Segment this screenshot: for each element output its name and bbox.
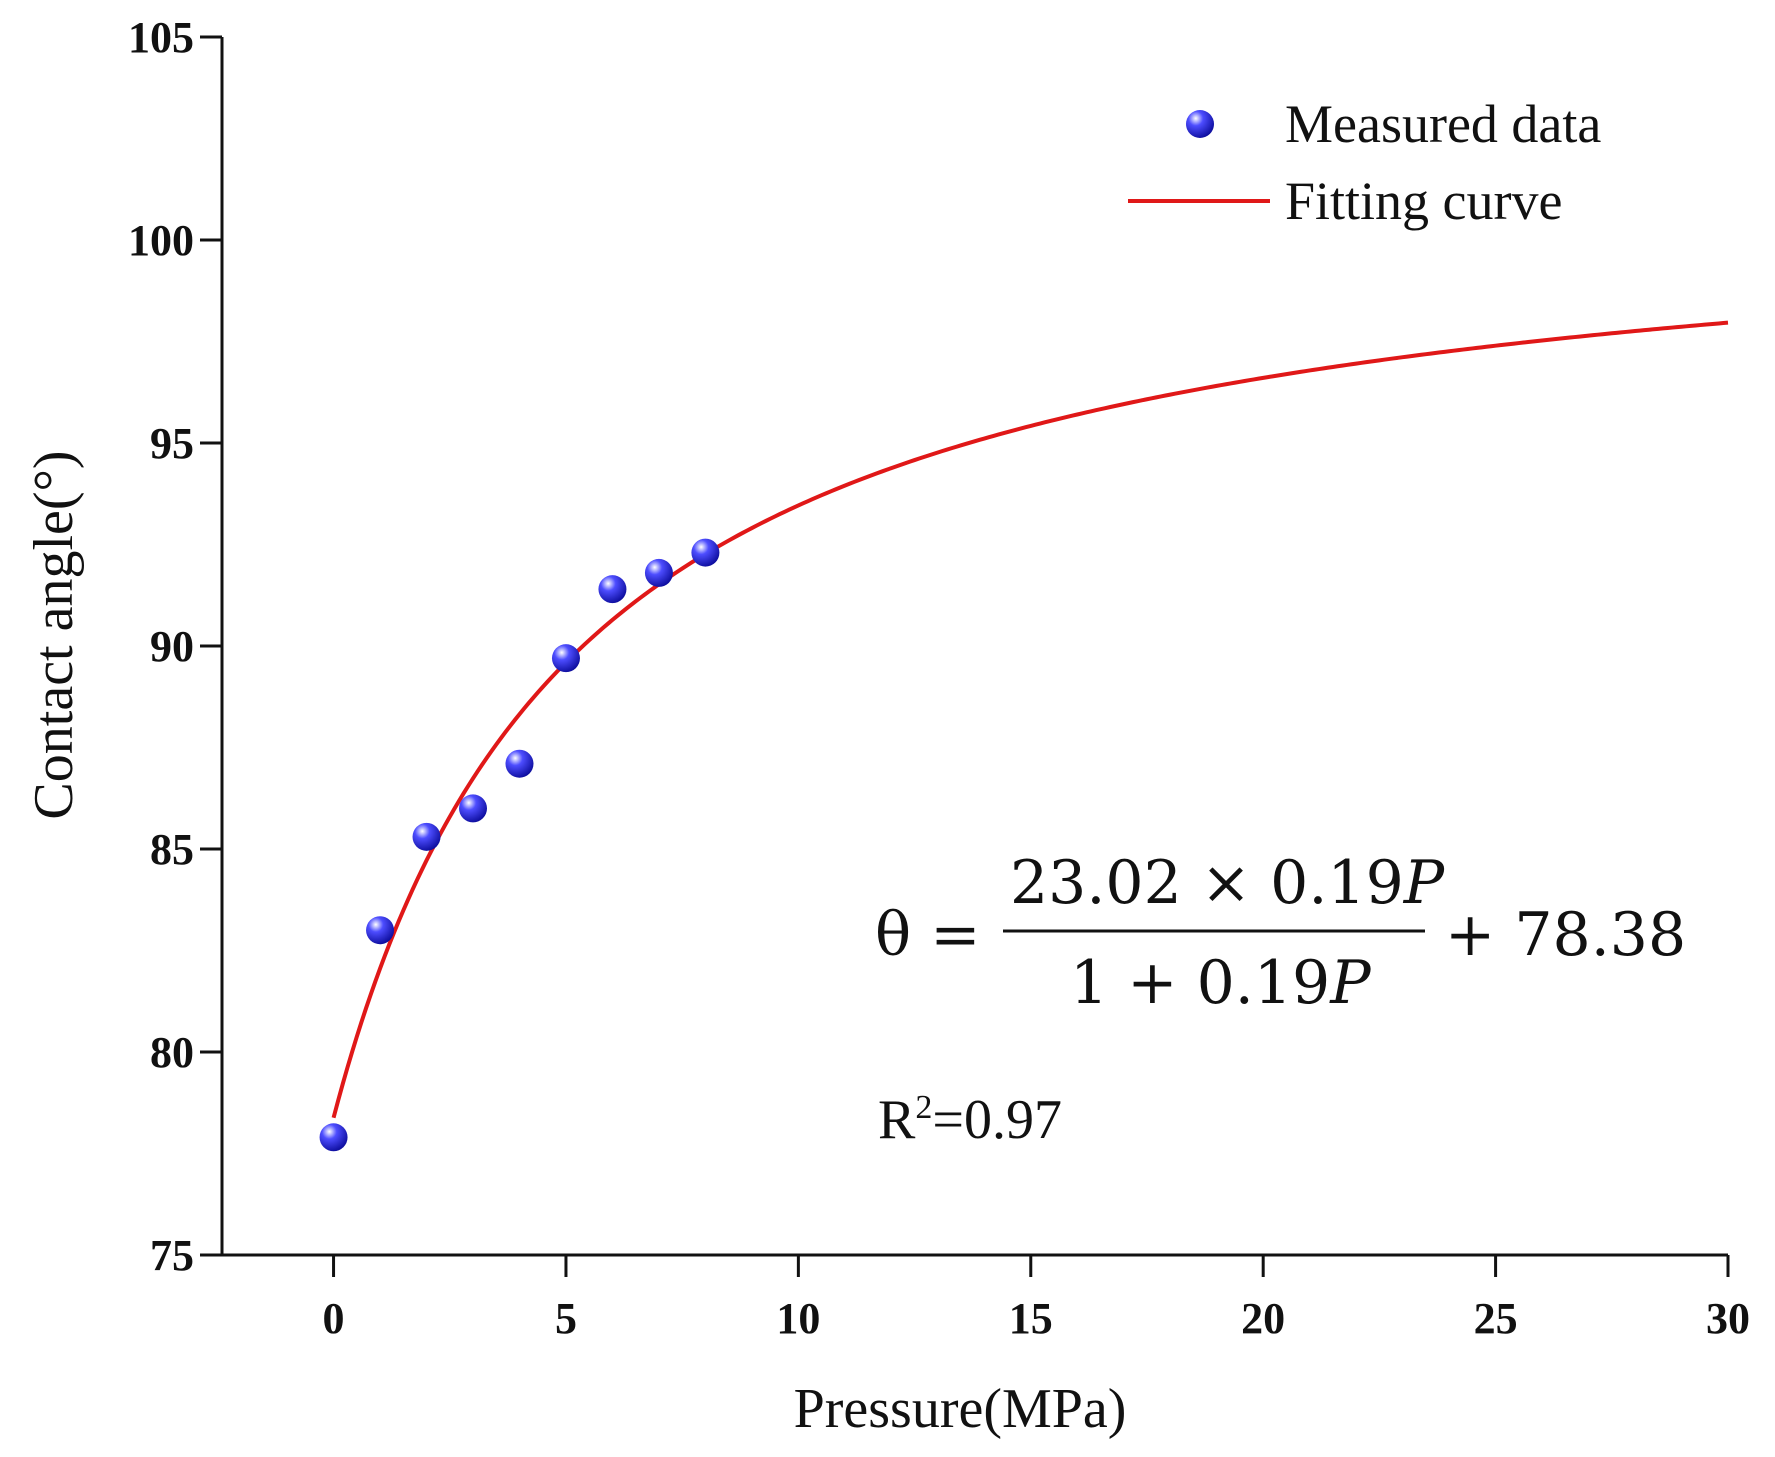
legend-marker-measured	[1186, 110, 1214, 138]
equation-numerator: 23.02 × 0.19P	[1010, 848, 1446, 918]
x-tick-label: 20	[1241, 1294, 1285, 1343]
equation-rhs: + 78.38	[1445, 900, 1686, 970]
equation-lhs: θ =	[875, 900, 980, 970]
y-tick-label: 100	[128, 216, 194, 265]
data-point	[366, 916, 395, 945]
x-tick-label: 10	[776, 1294, 820, 1343]
x-tick-label: 30	[1706, 1294, 1750, 1343]
legend-label-measured: Measured data	[1285, 94, 1601, 154]
x-tick-label: 0	[323, 1294, 345, 1343]
equation-denominator: 1 + 0.19P	[1070, 948, 1372, 1018]
measured-data-points	[319, 538, 720, 1152]
x-tick-label: 25	[1474, 1294, 1518, 1343]
data-point	[691, 538, 720, 567]
data-point	[551, 644, 580, 673]
y-tick-label: 75	[150, 1231, 194, 1280]
x-axis-label: Pressure(MPa)	[794, 1378, 1127, 1440]
fitting-curve	[331, 320, 1729, 1119]
y-axis-label: Contact angle(°)	[23, 450, 85, 819]
x-tick-label: 5	[555, 1294, 577, 1343]
x-axis-ticks: 0 5 10 15 20 25 30	[323, 1255, 1750, 1343]
y-tick-label: 85	[150, 825, 194, 874]
y-tick-label: 95	[150, 419, 194, 468]
legend-label-fitting: Fitting curve	[1285, 171, 1562, 231]
r-squared: R2=0.97	[878, 1089, 1062, 1151]
y-tick-label: 90	[150, 622, 194, 671]
data-point	[412, 822, 441, 851]
data-point	[598, 575, 627, 604]
y-tick-label: 105	[128, 13, 194, 62]
legend: Measured data Fitting curve	[1128, 94, 1601, 231]
fit-equation: θ = 23.02 × 0.19P 1 + 0.19P + 78.38	[875, 848, 1686, 1018]
data-point	[505, 749, 534, 778]
data-point	[459, 794, 487, 823]
data-point	[319, 1123, 348, 1152]
x-tick-label: 15	[1009, 1294, 1053, 1343]
y-tick-label: 80	[150, 1028, 194, 1077]
y-axis-ticks: 75 80 85 90 95 100 105	[128, 13, 222, 1280]
data-point	[644, 558, 673, 587]
